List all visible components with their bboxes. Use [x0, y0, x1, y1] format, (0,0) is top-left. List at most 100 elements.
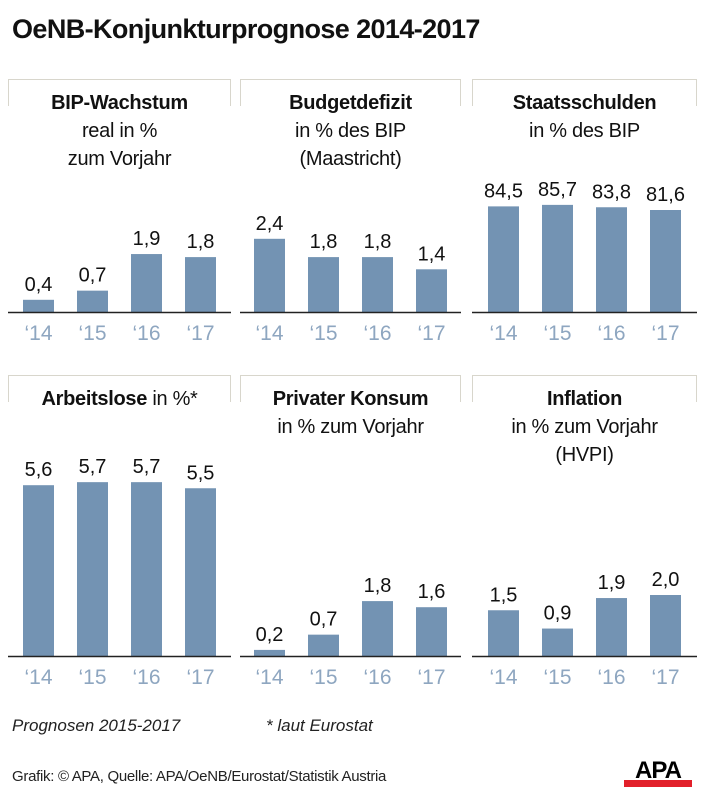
year-tick-label: ‘14	[255, 666, 283, 689]
year-tick-label: ‘16	[132, 666, 160, 689]
bar-15	[542, 204, 573, 312]
panel-frame	[8, 79, 231, 106]
year-tick-label: ‘15	[309, 322, 337, 345]
year-tick-label: ‘17	[651, 322, 679, 345]
year-tick-label: ‘15	[543, 666, 571, 689]
panel-title-main: Inflation	[546, 388, 623, 410]
value-label: 0,7	[79, 265, 107, 287]
bar-16	[362, 601, 393, 656]
bar-17	[416, 607, 447, 656]
footnote-eurostat: * laut Eurostat	[266, 716, 373, 735]
year-tick-label: ‘14	[489, 322, 517, 345]
value-label: 84,5	[484, 180, 523, 202]
year-tick-label: ‘17	[651, 666, 679, 689]
bar-plot: 84,5 ‘14 85,7 ‘15 83,8 ‘16 81,6 ‘17	[472, 179, 697, 345]
year-tick-label: ‘17	[417, 322, 445, 345]
value-label: 5,6	[25, 459, 53, 481]
panel-subtitle: in % des BIP	[295, 120, 406, 142]
chart-panel-inflation: Inflation in % zum Vorjahr (HVPI) 1,5 ‘14 0,9…	[472, 375, 697, 696]
year-tick-label: ‘14	[24, 322, 52, 345]
bar-15	[542, 628, 573, 656]
bar-17	[650, 595, 681, 656]
year-tick-label: ‘16	[132, 322, 160, 345]
chart-panel-staatsschulden: Staatsschulden in % des BIP 84,5 ‘14 85,7 ‘15…	[472, 79, 697, 352]
year-tick-label: ‘17	[417, 666, 445, 689]
panel-subtitle: (Maastricht)	[299, 148, 402, 170]
value-label: 5,7	[133, 456, 161, 478]
chart-title: OeNB-Konjunkturprognose 2014-2017	[12, 14, 480, 44]
panel-title: Arbeitslose in %*	[8, 385, 231, 413]
bar-plot: 2,4 ‘14 1,8 ‘15 1,8 ‘16 1,4 ‘17	[240, 213, 461, 345]
value-label: 1,8	[364, 575, 392, 597]
value-label: 1,8	[187, 231, 215, 253]
panel-title: Privater Konsum in % zum Vorjahr	[240, 385, 461, 441]
bar-16	[596, 207, 627, 312]
bar-17	[416, 269, 447, 312]
source-credit: Grafik: © APA, Quelle: APA/OeNB/Eurostat…	[12, 768, 387, 785]
value-label: 85,7	[538, 179, 577, 201]
panel-title: BIP-Wachstum real in % zum Vorjahr	[8, 89, 231, 173]
bar-plot: 0,2 ‘14 0,7 ‘15 1,8 ‘16 1,6 ‘17	[240, 575, 461, 689]
footnote-prognosen: Prognosen 2015-2017	[12, 716, 181, 735]
bar-17	[650, 210, 681, 312]
panel-frame	[472, 375, 697, 402]
year-tick-label: ‘16	[597, 322, 625, 345]
value-label: 81,6	[646, 184, 685, 206]
bar-16	[131, 254, 162, 312]
value-label: 1,8	[364, 231, 392, 253]
bar-14	[488, 206, 519, 312]
panel-subtitle: zum Vorjahr	[67, 148, 172, 170]
value-label: 1,8	[310, 231, 338, 253]
apa-logo: APA	[624, 757, 692, 787]
bar-14	[488, 610, 519, 656]
year-tick-label: ‘14	[24, 666, 52, 689]
year-tick-label: ‘17	[186, 322, 214, 345]
bar-17	[185, 488, 216, 656]
value-label: 1,9	[598, 572, 626, 594]
panel-subtitle: (HVPI)	[555, 444, 614, 466]
bar-plot: 1,5 ‘14 0,9 ‘15 1,9 ‘16 2,0 ‘17	[472, 569, 697, 689]
bar-15	[308, 257, 339, 312]
chart-panel-budgetdefizit: Budgetdefizit in % des BIP (Maastricht) 2,4…	[240, 79, 461, 352]
year-tick-label: ‘15	[78, 666, 106, 689]
chart-panel-privater-konsum: Privater Konsum in % zum Vorjahr 0,2 ‘14 0,7…	[240, 375, 461, 696]
value-label: 5,7	[79, 456, 107, 478]
bar-16	[362, 257, 393, 312]
bar-16	[596, 598, 627, 656]
panel-title-main: BIP-Wachstum	[51, 92, 188, 114]
panel-title-main: Staatsschulden	[512, 92, 657, 114]
year-tick-label: ‘16	[363, 666, 391, 689]
year-tick-label: ‘14	[255, 322, 283, 345]
value-label: 0,2	[256, 624, 284, 646]
bar-plot: 5,6 ‘14 5,7 ‘15 5,7 ‘16 5,5 ‘17	[8, 456, 231, 689]
panel-subtitle: in % zum Vorjahr	[511, 416, 658, 438]
chart-panel-bip-wachstum: BIP-Wachstum real in % zum Vorjahr 0,4 ‘14 0,…	[8, 79, 231, 352]
bar-14	[254, 238, 285, 312]
bar-14	[254, 649, 285, 656]
year-tick-label: ‘16	[363, 322, 391, 345]
bar-14	[23, 299, 54, 312]
year-tick-label: ‘16	[597, 666, 625, 689]
panel-title: Budgetdefizit in % des BIP (Maastricht)	[240, 89, 461, 173]
year-tick-label: ‘15	[309, 666, 337, 689]
value-label: 0,7	[310, 609, 338, 631]
bar-16	[131, 482, 162, 656]
bar-17	[185, 257, 216, 312]
panel-subtitle: real in %	[81, 120, 158, 142]
apa-logo-text: APA	[635, 757, 682, 784]
year-tick-label: ‘14	[489, 666, 517, 689]
year-tick-label: ‘15	[78, 322, 106, 345]
panel-title: Inflation in % zum Vorjahr (HVPI)	[472, 385, 697, 469]
chart-panel-arbeitslose: Arbeitslose in %* 5,6 ‘14 5,7 ‘15 5,7 ‘16 5,5 ‘1…	[8, 375, 231, 696]
panel-title-main: Arbeitslose	[41, 388, 148, 410]
panel-title-main: Budgetdefizit	[289, 92, 412, 114]
panel-subtitle: in % zum Vorjahr	[277, 416, 424, 438]
bar-plot: 0,4 ‘14 0,7 ‘15 1,9 ‘16 1,8 ‘17	[8, 228, 231, 345]
value-label: 0,4	[25, 274, 53, 296]
panel-frame	[472, 79, 697, 106]
value-label: 5,5	[187, 462, 215, 484]
panel-frame	[8, 375, 231, 402]
value-label: 1,9	[133, 228, 161, 250]
year-tick-label: ‘15	[543, 322, 571, 345]
value-label: 2,4	[256, 213, 284, 235]
